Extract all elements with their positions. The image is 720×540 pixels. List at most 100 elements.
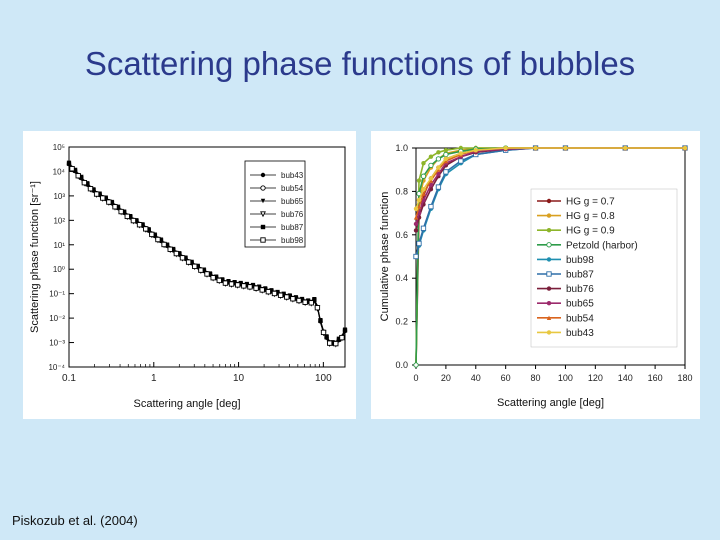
data-point (421, 191, 426, 196)
data-point (436, 165, 441, 170)
data-point (189, 260, 194, 265)
data-point (207, 272, 213, 277)
legend-label: bub65 (566, 299, 594, 310)
x-axis-label: Scattering angle [deg] (497, 397, 604, 409)
cumulative-phase-chart: 0.0 0.2 0.4 0.6 0.8 1.0 0 20 40 60 80 100 120 140 160 1… (379, 143, 693, 409)
x-tick-label: 120 (588, 373, 603, 383)
data-point (682, 145, 688, 151)
data-point (173, 250, 179, 257)
data-point (265, 289, 271, 295)
data-point (79, 175, 84, 180)
data-point (185, 259, 192, 265)
data-point (503, 145, 508, 151)
legend-label: bub43 (566, 328, 594, 339)
legend-label: bub43 (281, 171, 304, 180)
data-point (72, 168, 78, 173)
data-point (473, 147, 478, 153)
data-point (216, 277, 222, 284)
data-point (269, 288, 274, 294)
data-point (413, 253, 419, 260)
data-point (533, 145, 538, 151)
data-point (179, 255, 186, 261)
x-axis-label: Scattering angle [deg] (133, 398, 240, 410)
legend-label: HG g = 0.8 (566, 211, 615, 222)
phase-function-chart: 10⁻⁴ 10⁻³ 10⁻² 10⁻¹ 10⁰ 10¹ 10² 10³ 10⁴ 10⁵ 0.1 1 10… (29, 143, 348, 410)
data-point (287, 294, 292, 299)
data-point (416, 240, 422, 247)
data-point (271, 290, 278, 297)
data-point (235, 282, 241, 288)
data-point (428, 176, 434, 181)
legend-label: bub76 (281, 210, 304, 219)
data-point (158, 238, 164, 243)
legend-label: bub98 (566, 255, 594, 266)
x-tick-label: 160 (648, 373, 663, 383)
legend-marker (260, 224, 266, 230)
data-point (128, 214, 133, 220)
slide-title: Scattering phase functions of bubbles (84, 45, 636, 82)
data-point (302, 299, 308, 305)
data-point (253, 285, 259, 291)
data-point (299, 297, 305, 302)
data-point (420, 173, 427, 179)
data-point (443, 156, 449, 162)
data-point (155, 236, 161, 243)
y-axis-label: Cumulative phase function (379, 192, 391, 322)
data-point (336, 337, 342, 342)
y-tick-label: 10⁻⁴ (48, 363, 65, 372)
data-point (314, 305, 321, 311)
data-point (443, 169, 449, 175)
data-point (293, 295, 299, 301)
data-point (436, 150, 441, 155)
data-point (435, 184, 442, 190)
y-tick-label: 10⁵ (53, 143, 65, 152)
data-point (416, 197, 422, 203)
x-tick-label: 180 (677, 373, 692, 383)
data-point (563, 145, 568, 151)
series-bub98 (68, 164, 346, 347)
data-point (244, 282, 250, 287)
data-point (130, 217, 137, 224)
data-point (324, 334, 329, 340)
data-point (220, 277, 225, 283)
legend-marker (260, 185, 266, 191)
data-point (136, 222, 143, 228)
data-point (183, 256, 188, 261)
data-point (140, 222, 145, 228)
data-point (238, 281, 243, 286)
data-point (428, 154, 434, 159)
data-point (413, 228, 419, 233)
data-point (177, 251, 182, 257)
data-point (124, 213, 130, 220)
data-point (152, 233, 158, 238)
data-point (277, 292, 284, 298)
data-point (232, 280, 237, 286)
x-tick-label: 0.1 (62, 373, 76, 384)
y-tick-label: 10⁻³ (49, 339, 65, 348)
data-point (342, 328, 348, 333)
x-tick-label: 100 (558, 373, 573, 383)
data-point (327, 340, 333, 346)
x-tick-label: 40 (471, 373, 481, 383)
data-point (330, 340, 335, 346)
data-point (428, 162, 434, 169)
data-point (91, 187, 96, 193)
data-point (171, 247, 176, 252)
data-point (259, 287, 265, 293)
data-point (192, 263, 198, 269)
data-point (228, 281, 235, 287)
data-point (435, 156, 442, 162)
data-point (201, 268, 207, 273)
y-tick-label: 0.8 (395, 186, 408, 196)
data-point (320, 329, 327, 336)
x-tick-label: 10 (233, 373, 245, 384)
legend-marker (546, 228, 552, 233)
legend-marker (546, 257, 552, 262)
legend-marker (260, 237, 266, 243)
legend-marker (546, 271, 552, 277)
legend-marker (260, 172, 266, 178)
data-point (164, 243, 170, 248)
data-point (93, 191, 100, 197)
data-point (100, 195, 106, 201)
data-point (256, 285, 262, 290)
